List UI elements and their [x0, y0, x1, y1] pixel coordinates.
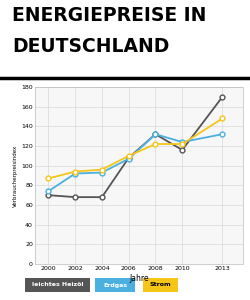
Text: DEUTSCHLAND: DEUTSCHLAND	[12, 37, 170, 56]
Bar	[95, 278, 135, 292]
X-axis label: Jahre: Jahre	[129, 274, 148, 283]
Text: leichtes Heizöl: leichtes Heizöl	[32, 283, 83, 287]
Text: ENERGIEPREISE IN: ENERGIEPREISE IN	[12, 7, 207, 26]
Y-axis label: Verbraucherpreisindex: Verbraucherpreisindex	[14, 144, 18, 207]
Text: Erdgas: Erdgas	[103, 283, 127, 287]
Bar	[25, 278, 90, 292]
Bar	[142, 278, 178, 292]
Text: Strom: Strom	[149, 283, 171, 287]
